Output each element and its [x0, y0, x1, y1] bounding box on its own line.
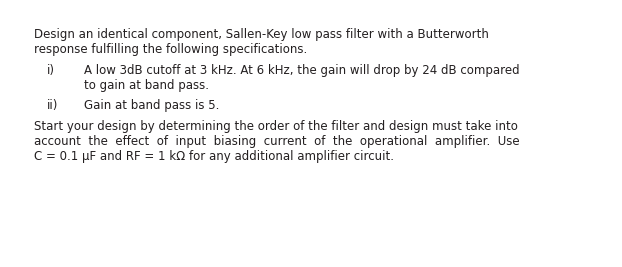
Text: C = 0.1 μF and RF = 1 kΩ for any additional amplifier circuit.: C = 0.1 μF and RF = 1 kΩ for any additio… — [34, 150, 394, 163]
Text: Gain at band pass is 5.: Gain at band pass is 5. — [84, 99, 220, 112]
Text: A low 3dB cutoff at 3 kHz. At 6 kHz, the gain will drop by 24 dB compared: A low 3dB cutoff at 3 kHz. At 6 kHz, the… — [84, 64, 519, 77]
Text: ii): ii) — [47, 99, 58, 112]
Text: i): i) — [47, 64, 55, 77]
Text: Start your design by determining the order of the filter and design must take in: Start your design by determining the ord… — [34, 120, 518, 133]
Text: Design an identical component, Sallen-Key low pass filter with a Butterworth: Design an identical component, Sallen-Ke… — [34, 28, 489, 41]
Text: response fulfilling the following specifications.: response fulfilling the following specif… — [34, 43, 307, 56]
Text: to gain at band pass.: to gain at band pass. — [84, 79, 209, 92]
Text: account  the  effect  of  input  biasing  current  of  the  operational  amplifi: account the effect of input biasing curr… — [34, 135, 520, 148]
